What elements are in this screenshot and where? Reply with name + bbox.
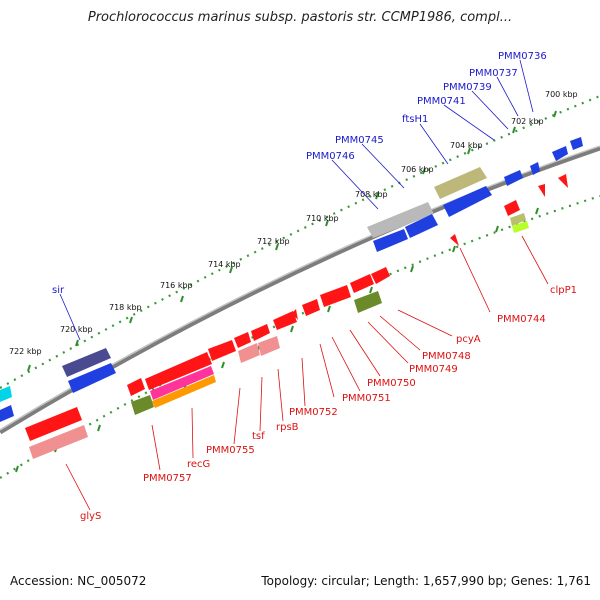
gene-feature[interactable] [538, 184, 545, 197]
scale-ring-outer [0, 94, 600, 389]
gene-label[interactable]: PMM0752 [289, 407, 338, 418]
gene-feature[interactable] [350, 274, 374, 293]
topology-text: Topology: circular; Length: 1,657,990 bp… [261, 574, 591, 588]
scale-label: 706 kbp [401, 165, 434, 174]
gene-feature[interactable] [552, 146, 568, 161]
gene-label[interactable]: clpP1 [550, 285, 577, 296]
gene-label[interactable]: pcyA [456, 334, 481, 345]
gene-feature[interactable] [62, 348, 111, 377]
scale-labels: 700 kbp 702 kbp 704 kbp 706 kbp 708 kbp … [9, 90, 578, 356]
gene-label[interactable]: PMM0745 [335, 135, 384, 146]
genome-backbone-highlight [0, 145, 600, 431]
gene-feature[interactable] [504, 170, 523, 186]
genome-backbone [0, 145, 600, 435]
gene-feature[interactable] [405, 214, 438, 238]
gene-label[interactable]: PMM0750 [367, 378, 416, 389]
gene-feature[interactable] [152, 375, 216, 408]
scale-label: 714 kbp [208, 260, 241, 269]
gene-feature[interactable] [530, 162, 540, 175]
scale-label: 710 kbp [306, 214, 339, 223]
gene-label[interactable]: PMM0748 [422, 351, 471, 362]
scale-ticks-outer [27, 110, 557, 372]
scale-label: 716 kbp [160, 281, 193, 290]
gene-feature[interactable] [251, 324, 270, 341]
gene-feature[interactable] [373, 229, 408, 252]
gene-feature[interactable] [320, 285, 351, 307]
scale-label: 712 kbp [257, 237, 290, 246]
gene-feature[interactable] [450, 234, 459, 246]
gene-feature[interactable] [273, 311, 297, 330]
accession-text: Accession: NC_005072 [10, 574, 147, 588]
gene-feature[interactable] [0, 405, 14, 422]
gene-feature[interactable] [510, 213, 526, 226]
gene-label[interactable]: PMM0739 [443, 82, 492, 93]
scale-label: 722 kbp [9, 347, 42, 356]
gene-label[interactable]: PMM0744 [497, 314, 546, 325]
gene-feature[interactable] [434, 167, 487, 199]
gene-feature[interactable] [570, 137, 583, 150]
reverse-leader-lines [65, 235, 549, 511]
gene-feature[interactable] [371, 267, 390, 284]
gene-feature[interactable] [504, 200, 520, 216]
gene-label[interactable]: sir [52, 285, 65, 296]
gene-feature[interactable] [512, 221, 529, 233]
reverse-features [25, 174, 568, 459]
gene-label[interactable]: PMM0755 [206, 445, 255, 456]
forward-leader-lines [59, 59, 534, 341]
gene-feature[interactable] [234, 332, 251, 348]
gene-label[interactable]: PMM0751 [342, 393, 391, 404]
forward-labels: PMM0736 PMM0737 PMM0739 PMM0741 ftsH1 PM… [52, 51, 547, 296]
gene-feature[interactable] [145, 352, 212, 390]
gene-feature[interactable] [68, 363, 116, 393]
gene-label[interactable]: PMM0737 [469, 68, 518, 79]
gene-feature[interactable] [238, 343, 260, 363]
scale-label: 702 kbp [511, 117, 544, 126]
gene-feature[interactable] [292, 309, 298, 320]
gene-label[interactable]: PMM0749 [409, 364, 458, 375]
gene-feature[interactable] [127, 378, 145, 396]
gene-label[interactable]: recG [187, 459, 210, 470]
gene-label[interactable]: PMM0736 [498, 51, 547, 62]
gene-feature[interactable] [367, 202, 434, 238]
gene-feature[interactable] [29, 425, 88, 459]
gene-label[interactable]: tsf [252, 431, 265, 442]
gene-feature[interactable] [150, 366, 214, 400]
scale-label: 708 kbp [355, 190, 388, 199]
gene-feature[interactable] [131, 395, 154, 415]
gene-feature[interactable] [258, 336, 280, 356]
gene-feature[interactable] [208, 340, 236, 361]
forward-features [0, 137, 583, 422]
map-title: Prochlorococcus marinus subsp. pastoris … [87, 10, 513, 25]
scale-label: 704 kbp [450, 141, 483, 150]
gene-feature[interactable] [354, 291, 382, 313]
gene-label[interactable]: PMM0741 [417, 96, 466, 107]
reverse-labels: clpP1 PMM0744 pcyA PMM0748 PMM0749 PMM07… [80, 285, 577, 522]
gene-feature[interactable] [558, 174, 568, 188]
gene-label[interactable]: ftsH1 [402, 114, 428, 125]
scale-label: 720 kbp [60, 325, 93, 334]
gene-label[interactable]: glyS [80, 511, 101, 522]
scale-label: 700 kbp [545, 90, 578, 99]
gene-label[interactable]: PMM0757 [143, 473, 192, 484]
gene-feature[interactable] [302, 299, 320, 316]
gene-label[interactable]: rpsB [276, 422, 299, 433]
gene-feature[interactable] [0, 386, 12, 402]
gene-feature[interactable] [443, 186, 492, 217]
scale-label: 718 kbp [109, 303, 142, 312]
gene-label[interactable]: PMM0746 [306, 151, 355, 162]
scale-ring-inner [0, 194, 600, 479]
gene-feature[interactable] [25, 407, 82, 441]
